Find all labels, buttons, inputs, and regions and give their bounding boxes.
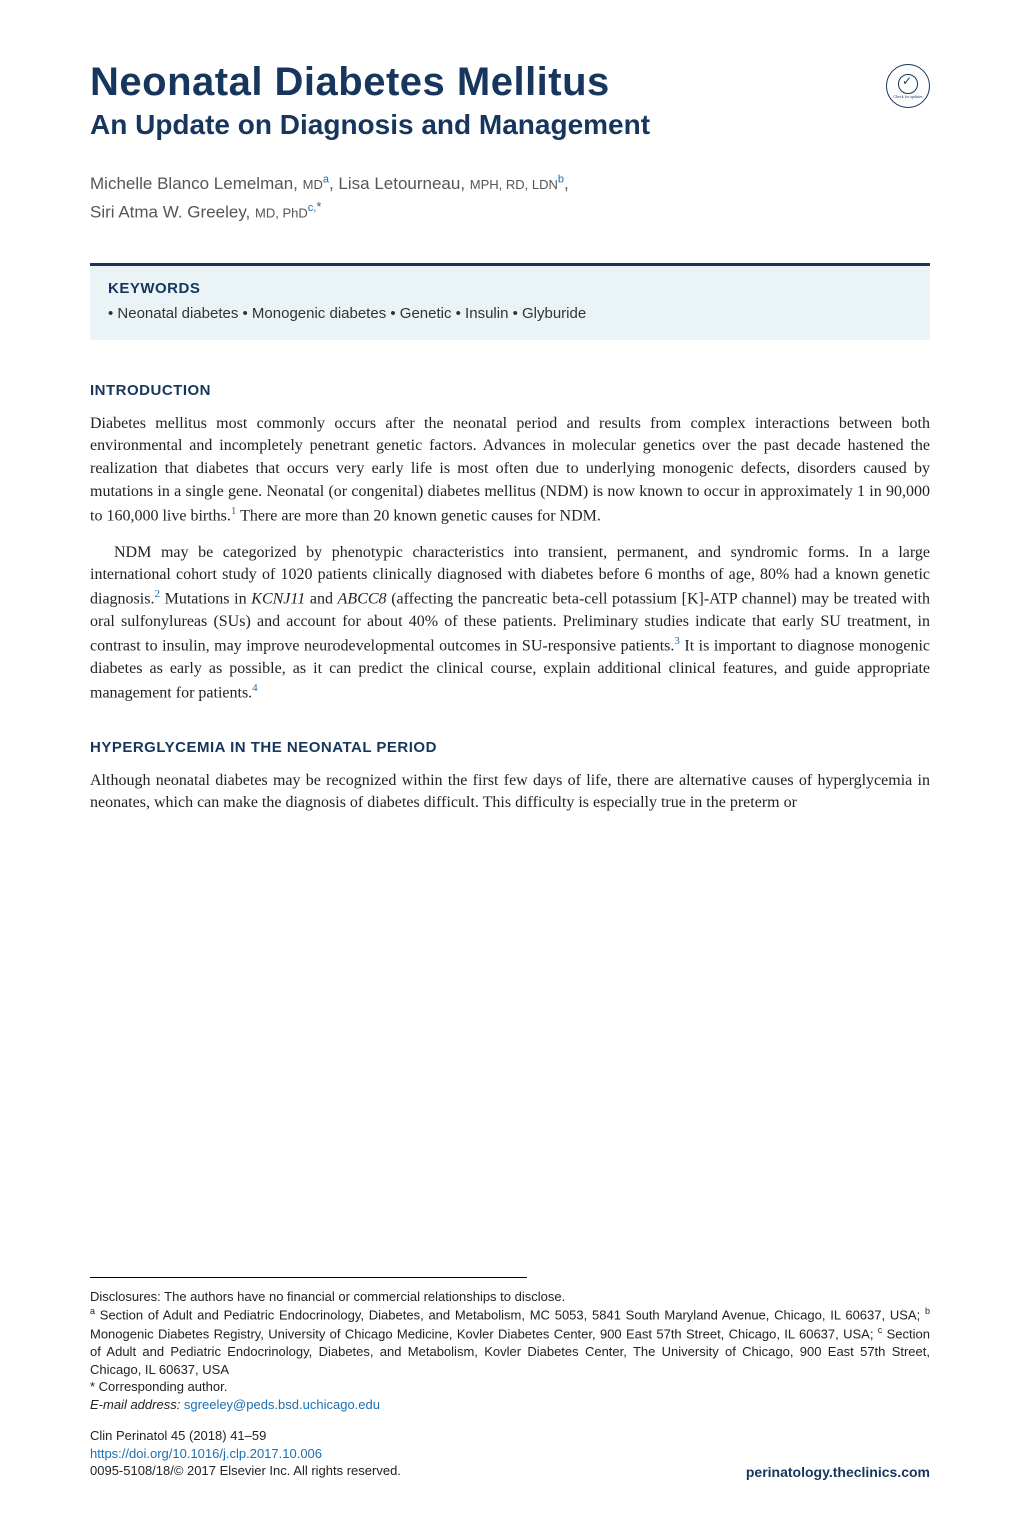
email-link[interactable]: sgreeley@peds.bsd.uchicago.edu [184,1397,380,1412]
email-line: E-mail address: sgreeley@peds.bsd.uchica… [90,1396,930,1414]
email-label: E-mail address: [90,1397,184,1412]
section-heading-introduction: INTRODUCTION [90,382,930,399]
journal-site-link[interactable]: perinatology.theclinics.com [746,1464,930,1480]
affiliations-text: a Section of Adult and Pediatric Endocri… [90,1305,930,1378]
citation-text: Clin Perinatol 45 (2018) 41–59 [90,1427,401,1445]
ref-4[interactable]: 4 [252,682,258,694]
intro-p1-text-b: There are more than 20 known genetic cau… [236,507,600,524]
copyright-text: 0095-5108/18/© 2017 Elsevier Inc. All ri… [90,1462,401,1480]
intro-paragraph-2: NDM may be categorized by phenotypic cha… [90,542,930,705]
footer-rule [90,1277,527,1278]
corresponding-star: * [316,199,321,214]
author-1-degree: MD [303,177,323,192]
author-3-degree: MD, PhD [255,205,308,220]
footer-meta-left: Clin Perinatol 45 (2018) 41–59 https://d… [90,1427,401,1480]
keywords-heading: KEYWORDS [108,280,912,297]
author-block: Michelle Blanco Lemelman, MDa, Lisa Leto… [90,171,930,225]
affil-b-text: Monogenic Diabetes Registry, University … [90,1327,878,1342]
check-updates-badge[interactable]: Check for updates [886,64,930,108]
article-footer: Disclosures: The authors have no financi… [90,1277,930,1480]
disclosures-text: Disclosures: The authors have no financi… [90,1288,930,1306]
author-1-name: Michelle Blanco Lemelman, [90,174,303,193]
keywords-box: KEYWORDS • Neonatal diabetes • Monogenic… [90,263,930,340]
author-sep-1: , [329,174,338,193]
check-updates-icon [898,74,918,94]
author-3-name: Siri Atma W. Greeley, [90,202,255,221]
intro-paragraph-1: Diabetes mellitus most commonly occurs a… [90,413,930,528]
article-title: Neonatal Diabetes Mellitus [90,60,930,105]
footer-meta: Clin Perinatol 45 (2018) 41–59 https://d… [90,1427,930,1480]
hyper-paragraph-1: Although neonatal diabetes may be recogn… [90,770,930,815]
affil-a-text: Section of Adult and Pediatric Endocrino… [95,1308,925,1323]
intro-p2-text-b: Mutations in [160,590,251,607]
article-subtitle: An Update on Diagnosis and Management [90,109,930,141]
author-2-degree: MPH, RD, LDN [470,177,558,192]
corresponding-author-text: * Corresponding author. [90,1378,930,1396]
author-2-name: Lisa Letourneau, [338,174,469,193]
keywords-list: • Neonatal diabetes • Monogenic diabetes… [108,305,912,322]
doi-link[interactable]: https://doi.org/10.1016/j.clp.2017.10.00… [90,1445,401,1463]
check-updates-label: Check for updates [893,95,922,99]
intro-p2-text-c: and [305,590,337,607]
gene-abcc8: ABCC8 [338,590,387,607]
author-sep-2: , [564,174,569,193]
section-heading-hyperglycemia: HYPERGLYCEMIA IN THE NEONATAL PERIOD [90,739,930,756]
affil-b-sup: b [925,1306,930,1316]
gene-kcnj11: KCNJ11 [251,590,305,607]
